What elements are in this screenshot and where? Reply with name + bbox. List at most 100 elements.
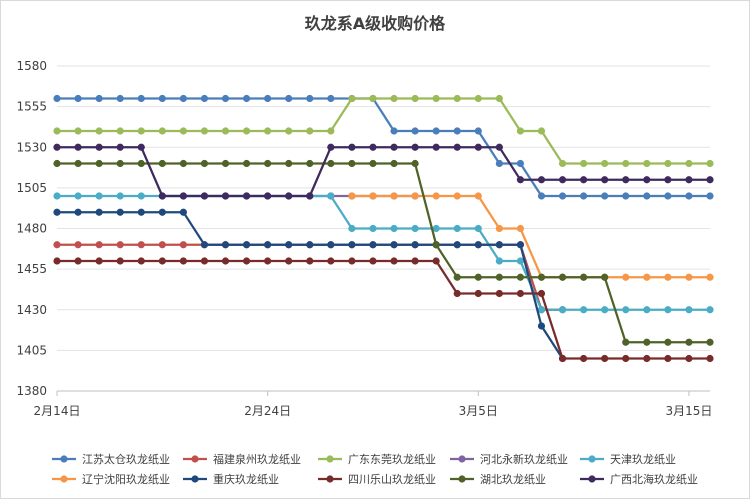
data-point: [580, 176, 588, 184]
data-point: [516, 273, 525, 281]
data-point: [179, 192, 187, 200]
data-point: [348, 241, 356, 249]
data-point: [474, 127, 482, 135]
data-point: [221, 241, 230, 249]
series-line: [57, 211, 564, 360]
data-point: [537, 192, 546, 200]
data-point: [306, 159, 314, 168]
data-point: [495, 94, 503, 103]
data-point: [664, 176, 672, 184]
data-point: [74, 94, 82, 103]
data-point: [580, 159, 588, 168]
legend-swatch-marker: [191, 455, 199, 463]
data-point: [327, 94, 335, 103]
data-point: [453, 224, 461, 233]
legend-label: 辽宁沈阳玖龙纸业: [82, 472, 170, 486]
legend-label: 天津玖龙纸业: [610, 453, 676, 466]
data-point: [200, 94, 209, 103]
data-point: [685, 354, 693, 363]
data-point: [411, 257, 419, 265]
data-point: [601, 176, 609, 184]
legend-swatch-marker: [458, 455, 466, 463]
data-point: [242, 94, 251, 103]
data-point: [411, 159, 419, 168]
legend-swatch-marker: [191, 475, 199, 483]
data-point: [74, 208, 82, 216]
data-point: [221, 192, 230, 200]
data-point: [95, 94, 103, 103]
legend-swatch-marker: [588, 475, 596, 483]
data-point: [685, 176, 693, 184]
data-point: [558, 354, 567, 363]
data-point: [158, 94, 166, 103]
series-line: [57, 97, 710, 165]
data-point: [158, 208, 166, 216]
data-point: [537, 289, 546, 298]
data-point: [348, 224, 356, 233]
data-point: [264, 192, 272, 200]
data-point: [643, 192, 651, 200]
data-point: [95, 257, 103, 265]
data-point: [664, 273, 672, 281]
data-point: [179, 257, 187, 265]
data-point: [411, 143, 419, 151]
series-10: [53, 143, 714, 200]
data-point: [137, 192, 145, 200]
data-point: [327, 143, 335, 151]
data-point: [137, 257, 145, 265]
x-tick-label: 3月5日: [459, 404, 498, 418]
data-point: [580, 192, 588, 200]
x-tick-label: 2月14日: [34, 404, 81, 418]
data-point: [137, 127, 145, 135]
data-point: [516, 159, 525, 168]
data-point: [327, 257, 335, 265]
legend-label: 湖北玖龙纸业: [480, 473, 546, 486]
data-point: [558, 176, 567, 184]
data-point: [474, 94, 482, 103]
data-point: [390, 224, 398, 233]
data-point: [643, 176, 651, 184]
data-point: [516, 176, 525, 184]
data-point: [242, 159, 251, 168]
data-point: [285, 241, 293, 249]
data-point: [706, 354, 714, 363]
data-point: [264, 127, 272, 135]
legend-item: 四川乐山玖龙纸业: [318, 473, 436, 486]
data-point: [158, 241, 166, 249]
data-point: [495, 224, 503, 233]
data-point: [622, 192, 630, 200]
data-point: [643, 354, 651, 363]
data-point: [95, 208, 103, 216]
data-point: [432, 192, 440, 200]
data-point: [179, 208, 187, 216]
data-point: [306, 127, 314, 135]
data-point: [622, 354, 630, 363]
data-point: [348, 192, 356, 200]
series-3: [53, 94, 714, 168]
data-point: [116, 159, 124, 168]
data-point: [601, 306, 609, 314]
data-point: [685, 273, 693, 281]
data-point: [137, 94, 145, 103]
data-point: [558, 306, 567, 314]
data-point: [537, 176, 546, 184]
data-point: [390, 241, 398, 249]
data-point: [537, 306, 546, 314]
data-point: [179, 127, 187, 135]
data-point: [369, 159, 377, 168]
data-point: [242, 241, 251, 249]
data-point: [264, 94, 272, 103]
data-point: [664, 338, 672, 346]
y-tick-label: 1505: [16, 181, 47, 195]
data-point: [306, 257, 314, 265]
y-tick-label: 1480: [16, 222, 47, 236]
data-point: [580, 354, 588, 363]
series-line: [57, 146, 710, 198]
legend-swatch-marker: [458, 475, 466, 483]
data-point: [685, 306, 693, 314]
data-point: [242, 192, 251, 200]
data-point: [537, 127, 546, 135]
data-point: [53, 94, 61, 103]
data-point: [285, 159, 293, 168]
